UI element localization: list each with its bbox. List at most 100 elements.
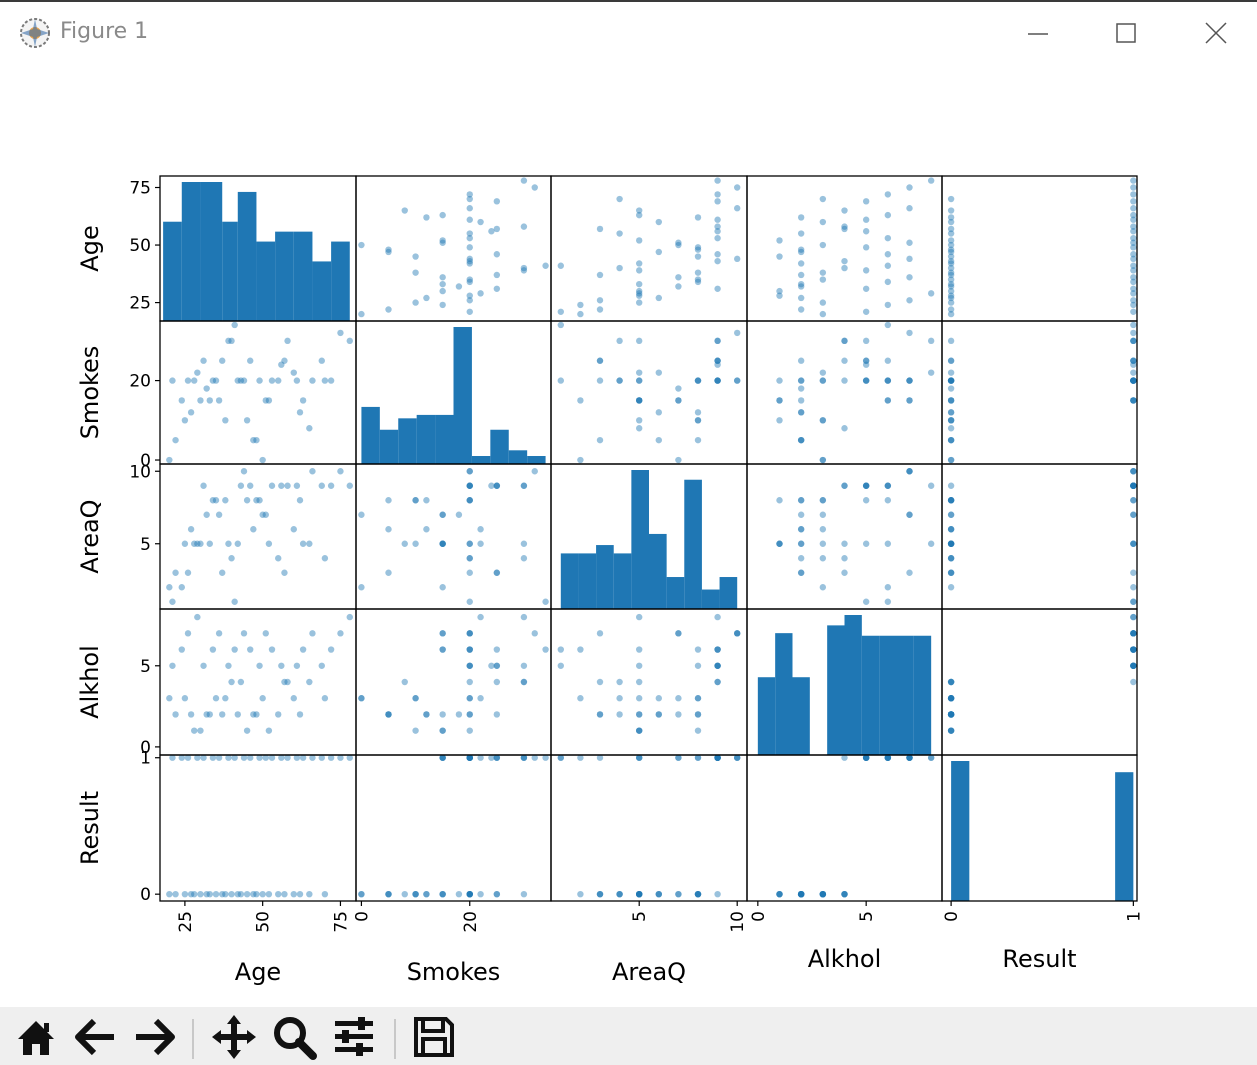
scatter-point <box>776 541 782 547</box>
scatter-point <box>798 555 804 561</box>
scatter-point <box>656 369 662 375</box>
scatter-point <box>841 425 847 431</box>
scatter-point <box>542 263 548 269</box>
scatter-point <box>948 541 954 547</box>
scatter-point <box>841 265 847 271</box>
subplot-alkhol-vs-smokes <box>358 614 549 734</box>
scatter-point <box>213 695 219 701</box>
scatter-point <box>776 237 782 243</box>
scatter-point <box>238 679 244 685</box>
scatter-point <box>616 679 622 685</box>
scatter-point <box>412 253 418 259</box>
scatter-point <box>439 212 445 218</box>
scatter-point <box>467 297 473 303</box>
back-button[interactable] <box>72 1013 120 1061</box>
scatter-point <box>328 377 334 383</box>
histogram-bar <box>331 242 350 321</box>
close-button[interactable] <box>1196 14 1236 54</box>
scatter-point <box>494 711 500 717</box>
scatter-point <box>1130 646 1136 652</box>
scatter-point <box>228 555 234 561</box>
scatter-point <box>185 630 191 636</box>
scatter-point <box>948 526 954 532</box>
histogram-bar <box>578 553 596 609</box>
scatter-point <box>1130 191 1136 197</box>
scatter-point <box>439 240 445 246</box>
scatter-point <box>906 512 912 518</box>
scatter-point <box>278 361 284 367</box>
scatter-point <box>820 541 826 547</box>
minimize-button[interactable] <box>1018 14 1058 54</box>
scatter-point <box>521 891 527 897</box>
scatter-point <box>244 891 250 897</box>
toolbar-separator <box>192 1019 194 1059</box>
scatter-point <box>412 891 418 897</box>
subplot-result-vs-age <box>166 755 353 898</box>
subplot-age-vs-age <box>163 182 350 321</box>
scatter-point <box>225 541 231 547</box>
scatter-point <box>253 711 259 717</box>
scatter-point <box>467 630 473 636</box>
scatter-point <box>820 555 826 561</box>
scatter-point <box>456 283 462 289</box>
x-tick-label: 0 <box>942 911 962 922</box>
home-button[interactable] <box>12 1013 60 1061</box>
scatter-point <box>798 377 804 383</box>
scatter-point <box>439 727 445 733</box>
scatter-point <box>948 695 954 701</box>
scatter-point <box>1130 358 1136 364</box>
scatter-point <box>597 437 603 443</box>
zoom-button[interactable] <box>270 1013 318 1061</box>
histogram-bar <box>200 182 222 321</box>
scatter-point <box>235 541 241 547</box>
histogram-bar <box>417 415 435 464</box>
scatter-point <box>776 417 782 423</box>
scatter-point <box>521 541 527 547</box>
y-tick-label: 20 <box>129 372 151 392</box>
scatter-point <box>636 290 642 296</box>
subplot-age-vs-smokes <box>358 177 549 317</box>
scatter-point <box>166 891 172 897</box>
scatter-point <box>337 330 343 336</box>
scatter-point <box>948 584 954 590</box>
scatter-point <box>636 299 642 305</box>
scatter-point <box>841 338 847 344</box>
scatter-point <box>714 251 720 257</box>
arrow-right-icon <box>130 1013 178 1061</box>
scatter-point <box>714 646 720 652</box>
scatter-point <box>820 311 826 317</box>
pan-button[interactable] <box>210 1013 258 1061</box>
subplot-alkhol-vs-alkhol <box>758 615 931 755</box>
scatter-point <box>228 891 234 897</box>
scatter-point <box>656 695 662 701</box>
scatter-point <box>309 630 315 636</box>
scatter-point <box>820 584 826 590</box>
scatter-point <box>1130 614 1136 620</box>
subplots-button[interactable] <box>330 1013 378 1061</box>
scatter-point <box>1130 377 1136 383</box>
scatter-point <box>467 217 473 223</box>
scatter-point <box>1130 663 1136 669</box>
scatter-point <box>906 330 912 336</box>
scatter-point <box>439 512 445 518</box>
scatter-point <box>636 663 642 669</box>
forward-button[interactable] <box>130 1013 178 1061</box>
scatter-point <box>734 184 740 190</box>
scatter-point <box>948 369 954 375</box>
save-button[interactable] <box>410 1013 458 1061</box>
scatter-point <box>948 457 954 463</box>
scatter-point <box>636 267 642 273</box>
scatter-point <box>885 497 891 503</box>
y-tick-label: 0 <box>140 885 151 905</box>
scatter-point <box>197 397 203 403</box>
scatter-point <box>222 695 228 701</box>
scatter-point <box>714 679 720 685</box>
scatter-point <box>222 497 228 503</box>
scatter-point <box>477 541 483 547</box>
histogram-bar <box>275 232 294 321</box>
scatter-point <box>577 457 583 463</box>
scatter-point <box>906 377 912 383</box>
maximize-button[interactable] <box>1106 14 1146 54</box>
scatter-point <box>291 695 297 701</box>
scatter-point <box>337 630 343 636</box>
